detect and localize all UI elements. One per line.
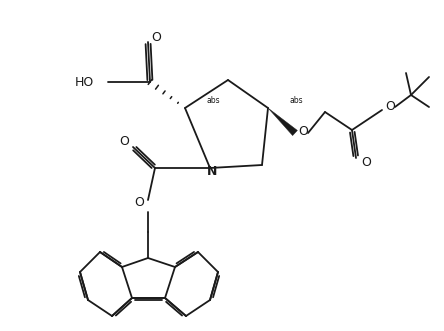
Text: HO: HO (75, 75, 94, 88)
Polygon shape (268, 108, 297, 136)
Text: O: O (361, 156, 371, 168)
Text: O: O (119, 134, 129, 148)
Text: O: O (298, 124, 308, 137)
Text: N: N (207, 165, 217, 177)
Text: O: O (134, 196, 144, 209)
Text: O: O (385, 100, 395, 113)
Text: abs: abs (289, 96, 303, 105)
Text: abs: abs (206, 96, 220, 105)
Text: O: O (151, 30, 161, 43)
